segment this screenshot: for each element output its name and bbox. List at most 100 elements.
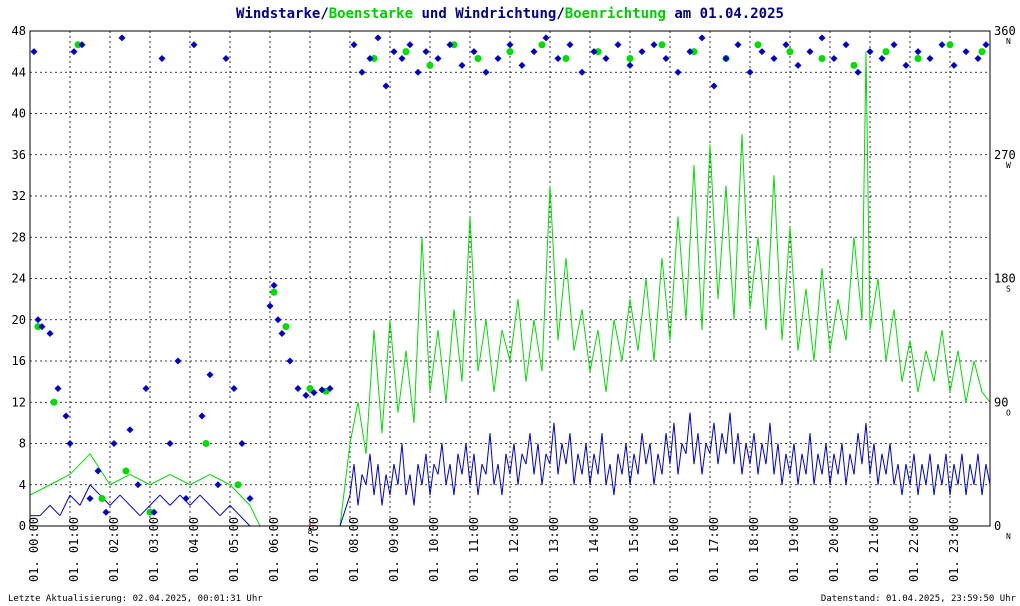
- series-segment-boenstarke: [981, 391, 991, 403]
- series-segment-boenstarke: [397, 350, 407, 413]
- direction-point-windrichtung: [458, 61, 466, 69]
- series-segment-boenstarke: [69, 453, 91, 475]
- direction-point-windrichtung: [110, 440, 118, 447]
- series-segment-boenstarke: [805, 288, 815, 362]
- series-segment-windstarke: [549, 422, 555, 465]
- direction-point-boenrichtung: [658, 41, 666, 49]
- series-segment-windstarke: [39, 505, 51, 517]
- direction-point-windrichtung: [434, 55, 442, 62]
- direction-point-windrichtung: [650, 41, 658, 49]
- series-segment-windstarke: [965, 464, 971, 496]
- series-segment-windstarke: [449, 464, 455, 496]
- x-tick-label: 01. 15:00: [627, 517, 641, 582]
- series-segment-windstarke: [357, 474, 363, 506]
- series-segment-windstarke: [669, 422, 675, 465]
- y-left-tick-label: 36: [12, 148, 26, 162]
- direction-point-windrichtung: [222, 55, 230, 62]
- series-segment-windstarke: [837, 443, 843, 475]
- series-segment-windstarke: [705, 443, 711, 454]
- series-segment-windstarke: [973, 453, 979, 485]
- x-tick-label: 01. 20:00: [827, 517, 841, 582]
- series-segment-windstarke: [501, 453, 507, 496]
- direction-point-windrichtung: [854, 68, 862, 76]
- x-tick-label: 01. 21:00: [867, 517, 881, 582]
- series-segment-boenstarke: [573, 309, 583, 351]
- series-segment-windstarke: [737, 433, 743, 475]
- series-segment-boenstarke: [829, 299, 839, 351]
- series-segment-boenstarke: [29, 484, 51, 496]
- x-tick-label: 01. 09:00: [387, 517, 401, 582]
- direction-point-windrichtung: [86, 495, 94, 502]
- series-segment-boenstarke: [725, 185, 735, 320]
- series-segment-windstarke: [609, 464, 615, 496]
- series-segment-boenstarke: [597, 329, 607, 393]
- direction-point-windrichtung: [554, 55, 562, 62]
- series-segment-boenstarke: [661, 257, 671, 341]
- series-segment-windstarke: [457, 453, 463, 475]
- direction-point-windrichtung: [698, 34, 706, 42]
- direction-point-windrichtung: [902, 61, 910, 69]
- series-segment-windstarke: [109, 494, 121, 506]
- series-segment-windstarke: [149, 494, 161, 506]
- direction-point-windrichtung: [126, 426, 134, 434]
- series-segment-windstarke: [429, 464, 435, 496]
- direction-point-boenrichtung: [34, 323, 42, 331]
- series-segment-boenstarke: [461, 216, 471, 382]
- series-segment-windstarke: [717, 433, 723, 465]
- y-left-tick-label: 44: [12, 65, 26, 79]
- series-segment-boenstarke: [717, 185, 727, 300]
- series-segment-windstarke: [881, 453, 887, 475]
- y-left-tick-label: 32: [12, 189, 26, 203]
- direction-point-windrichtung: [118, 34, 126, 42]
- direction-point-windrichtung: [686, 48, 694, 56]
- direction-point-windrichtung: [602, 55, 610, 62]
- series-segment-windstarke: [477, 464, 483, 496]
- direction-point-boenrichtung: [946, 41, 954, 49]
- direction-point-windrichtung: [794, 61, 802, 69]
- series-segment-windstarke: [629, 453, 635, 485]
- series-segment-boenstarke: [933, 329, 943, 382]
- series-segment-boenstarke: [813, 268, 823, 362]
- direction-point-boenrichtung: [50, 398, 58, 406]
- x-tick-label: 01. 08:00: [347, 517, 361, 582]
- direction-point-windrichtung: [66, 440, 74, 447]
- direction-point-boenrichtung: [818, 55, 826, 62]
- series-segment-windstarke: [565, 433, 571, 465]
- direction-point-windrichtung: [94, 467, 102, 475]
- series-segment-windstarke: [473, 453, 479, 496]
- series-segment-boenstarke: [493, 329, 503, 393]
- series-segment-boenstarke: [773, 175, 783, 341]
- series-segment-windstarke: [621, 443, 627, 475]
- series-segment-windstarke: [797, 453, 803, 485]
- series-segment-boenstarke: [965, 360, 975, 403]
- series-segment-windstarke: [139, 505, 151, 517]
- series-segment-windstarke: [857, 433, 863, 465]
- series-segment-windstarke: [925, 453, 931, 485]
- series-segment-windstarke: [777, 443, 783, 485]
- x-tick-label: 01. 13:00: [547, 517, 561, 582]
- direction-point-windrichtung: [962, 48, 970, 56]
- series-segment-boenstarke: [701, 144, 711, 331]
- series-segment-boenstarke: [917, 350, 927, 393]
- series-segment-boenstarke: [349, 402, 359, 444]
- series-segment-windstarke: [945, 453, 951, 496]
- series-segment-windstarke: [721, 433, 727, 454]
- y-right-direction-label: N: [1006, 37, 1011, 46]
- series-segment-windstarke: [421, 453, 427, 485]
- series-segment-windstarke: [613, 453, 619, 496]
- direction-point-windrichtung: [734, 41, 742, 49]
- series-segment-windstarke: [189, 494, 201, 506]
- y-right-tick-label: 180: [994, 272, 1016, 286]
- series-segment-boenstarke: [885, 309, 895, 362]
- direction-point-boenrichtung: [626, 55, 634, 62]
- series-segment-windstarke: [637, 433, 643, 475]
- series-segment-windstarke: [833, 453, 839, 475]
- series-segment-windstarke: [773, 443, 779, 475]
- series-segment-boenstarke: [685, 165, 695, 320]
- direction-point-boenrichtung: [146, 508, 154, 516]
- y-right-tick-label: 360: [994, 24, 1016, 38]
- direction-point-windrichtung: [494, 55, 502, 62]
- series-segment-windstarke: [745, 443, 751, 465]
- direction-point-windrichtung: [674, 68, 682, 76]
- series-segment-windstarke: [199, 494, 211, 506]
